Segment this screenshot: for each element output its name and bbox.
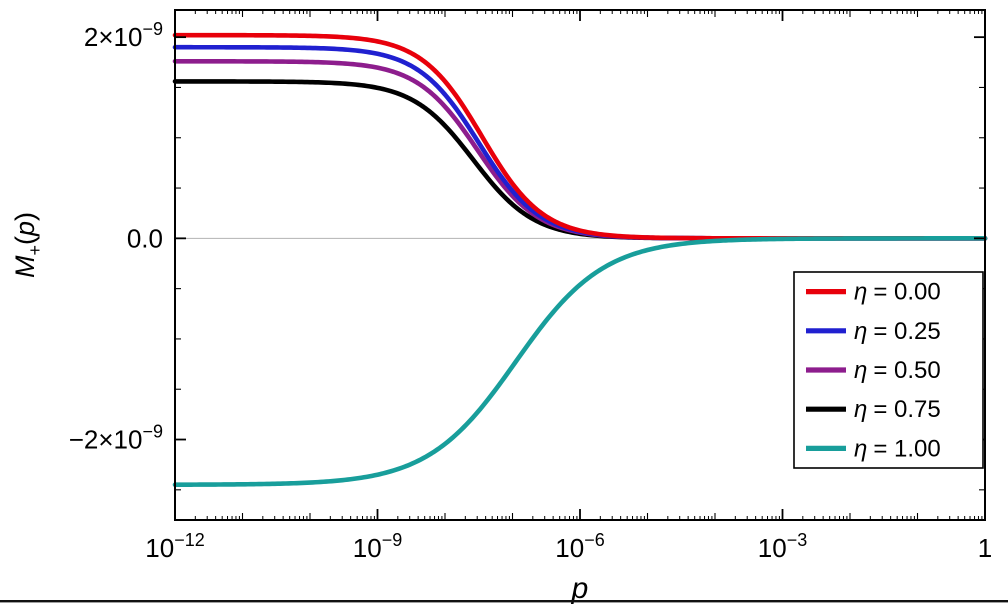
legend-label: η = 0.25 — [854, 318, 941, 345]
x-tick-label: 10−6 — [555, 530, 604, 563]
x-tick-label: 10−12 — [145, 530, 204, 563]
legend-item: η = 0.25 — [806, 318, 941, 345]
legend-label: η = 1.00 — [854, 435, 941, 462]
legend-item: η = 0.00 — [806, 279, 941, 306]
series-line-4 — [172, 236, 988, 487]
y-tick-label: 2×10−9 — [84, 19, 163, 52]
legend: η = 0.00 η = 0.25 η = 0.50 η = 0.75 η = 1.00 — [793, 271, 984, 469]
legend-item: η = 0.50 — [806, 357, 941, 384]
x-tick-label: 10−9 — [353, 530, 402, 563]
x-tick-label: 1 — [978, 533, 992, 563]
y-axis-label: M+(p) — [10, 212, 45, 278]
series-lines — [172, 32, 988, 487]
legend-item: η = 1.00 — [806, 435, 941, 462]
y-tick-label: −2×10−9 — [69, 422, 163, 455]
x-axis-label: p — [571, 572, 589, 605]
x-tick-label: 10−3 — [758, 530, 807, 563]
y-tick-labels: 2×10−9 0.0 −2×10−9 — [69, 19, 163, 454]
legend-label: η = 0.00 — [854, 279, 941, 306]
y-tick-label: 0.0 — [127, 223, 163, 253]
x-tick-labels: 10−12 10−9 10−6 10−3 1 — [145, 530, 992, 563]
legend-label: η = 0.75 — [854, 396, 941, 423]
bottom-rule — [0, 600, 1008, 603]
legend-label: η = 0.50 — [854, 357, 941, 384]
axis-ticks — [174, 10, 986, 520]
legend-item: η = 0.75 — [806, 396, 941, 423]
